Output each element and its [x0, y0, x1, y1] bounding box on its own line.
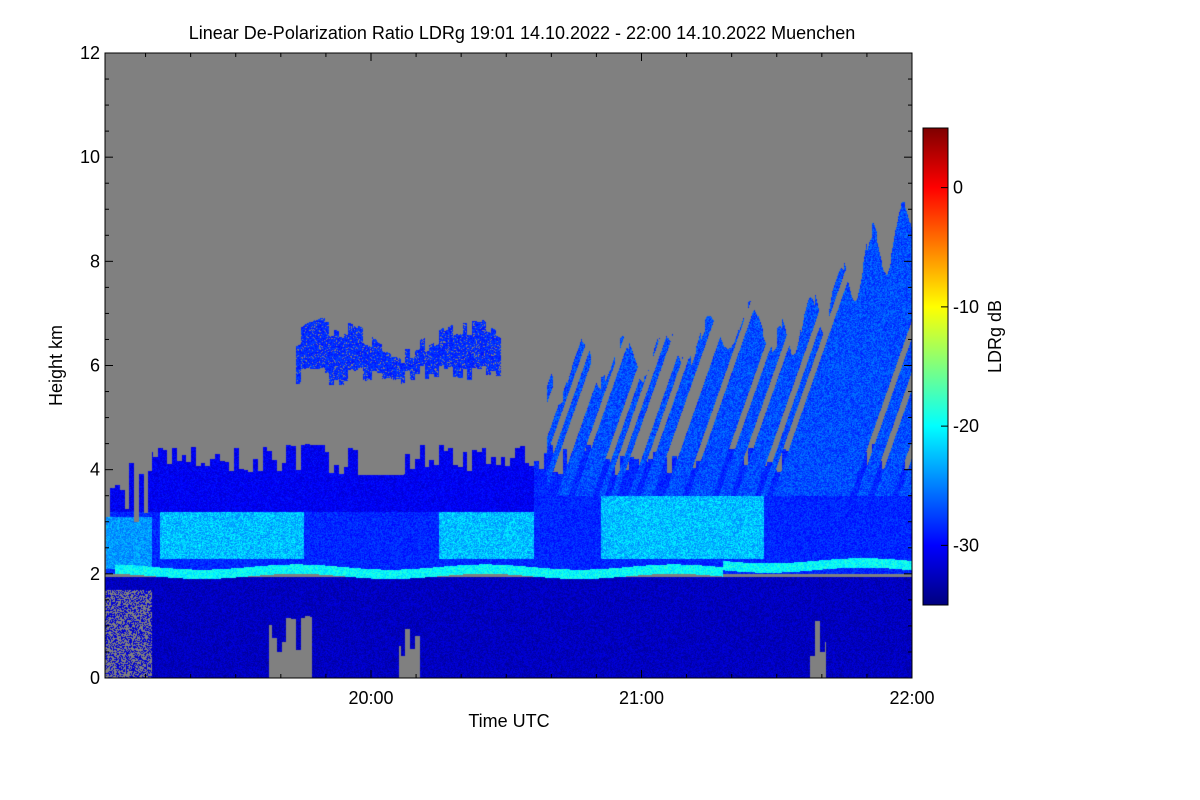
colorbar-tick-label: -10 [953, 297, 979, 317]
y-axis-label: Height km [46, 325, 66, 406]
x-axis-label: Time UTC [468, 711, 549, 731]
x-tick-label: 21:00 [619, 688, 664, 708]
colorbar-label: LDRg dB [985, 300, 1005, 373]
x-axis: 20:00 21:00 22:00 [145, 53, 935, 708]
y-tick-label: 10 [80, 147, 100, 167]
y-axis: 0 2 4 6 8 10 12 [80, 43, 912, 688]
colorbar: 0 -10 -20 -30 [922, 127, 979, 606]
heatmap-area [105, 53, 912, 678]
x-tick-label: 20:00 [348, 688, 393, 708]
colorbar-gradient [922, 127, 949, 606]
colorbar-tick-label: 0 [953, 178, 963, 198]
y-tick-label: 6 [90, 356, 100, 376]
x-tick-label: 22:00 [889, 688, 934, 708]
y-tick-label: 4 [90, 460, 100, 480]
y-tick-label: 0 [90, 668, 100, 688]
y-tick-label: 8 [90, 251, 100, 271]
colorbar-tick-label: -20 [953, 416, 979, 436]
y-tick-label: 12 [80, 43, 100, 63]
colorbar-tick-label: -30 [953, 535, 979, 555]
y-tick-label: 2 [90, 564, 100, 584]
chart-title: Linear De-Polarization Ratio LDRg 19:01 … [189, 23, 855, 43]
ldr-field-image [105, 53, 912, 678]
